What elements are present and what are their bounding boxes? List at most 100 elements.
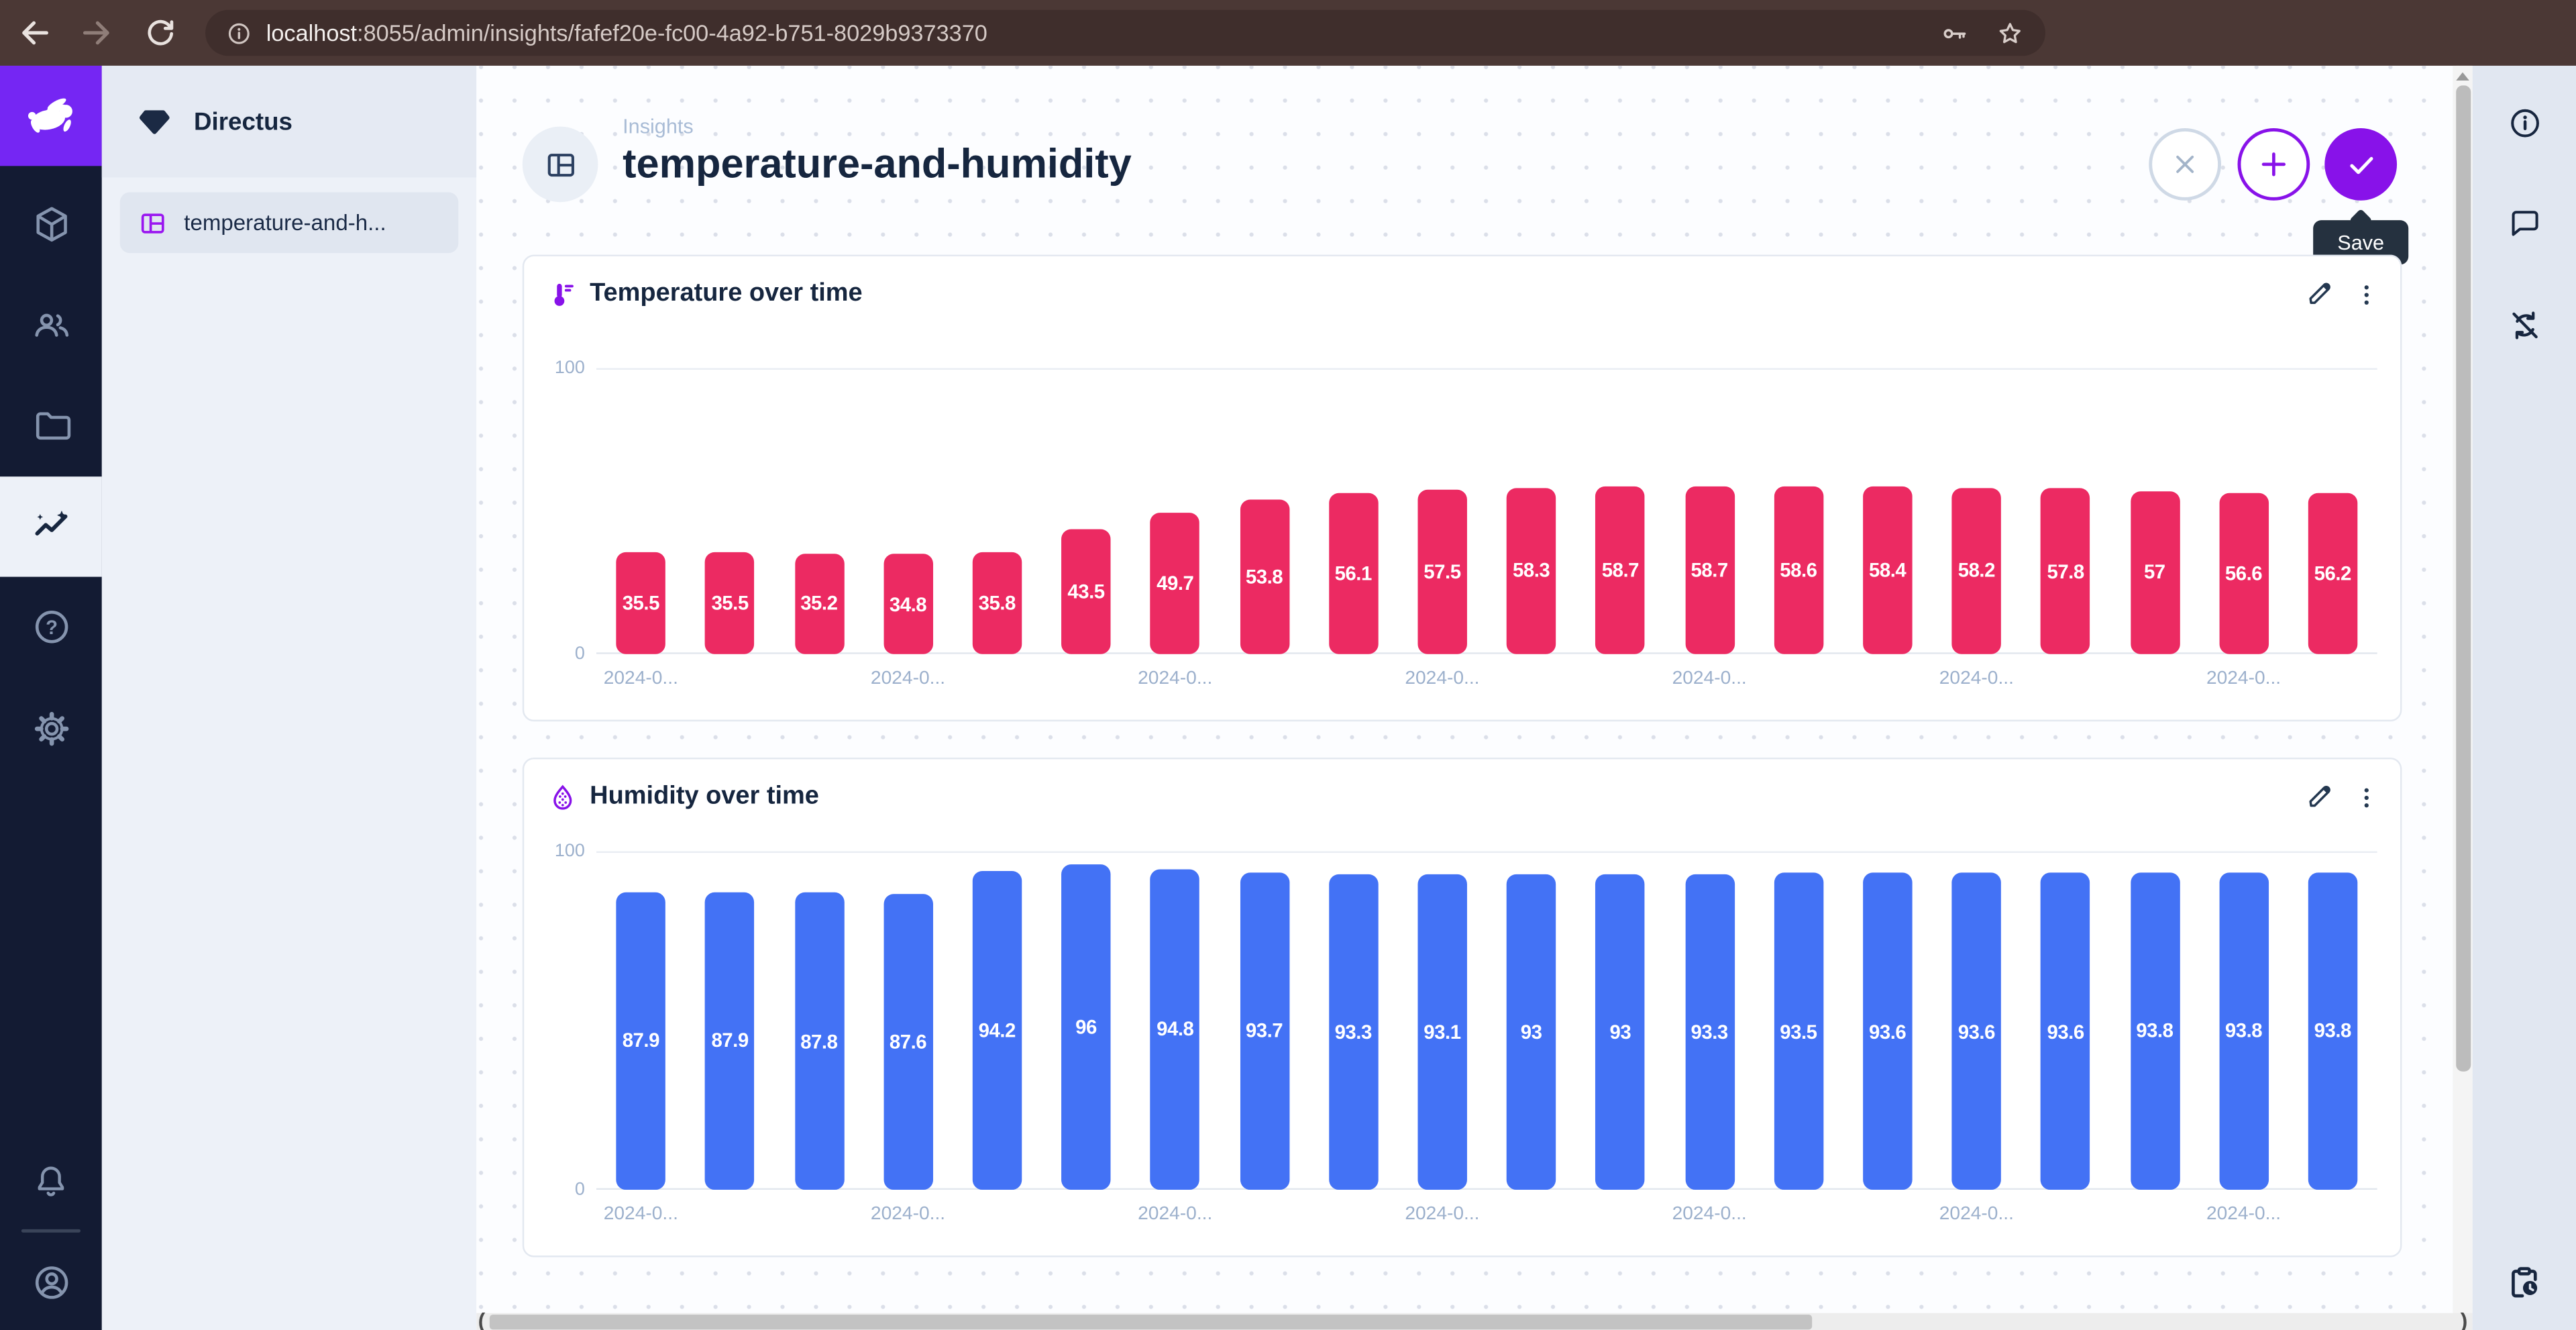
folder-icon: [35, 411, 70, 439]
vertical-scrollbar[interactable]: [2453, 65, 2473, 1330]
breadcrumb[interactable]: Insights: [623, 115, 694, 138]
password-key-icon[interactable]: [1939, 17, 1970, 49]
url-text: localhost:8055/admin/insights/fafef20e-f…: [266, 19, 987, 46]
auto-refresh-disabled-button[interactable]: [2473, 289, 2576, 362]
plus-icon: [2261, 152, 2286, 176]
y-axis-tick-max: 100: [554, 841, 585, 862]
add-panel-button[interactable]: [2237, 128, 2310, 201]
sidebar-item-help[interactable]: ?: [0, 576, 102, 676]
notifications-bell-icon: [38, 1166, 64, 1196]
svg-text:?: ?: [45, 616, 57, 638]
bar-value-label: 58.7: [1690, 558, 1729, 582]
reload-button[interactable]: [131, 5, 187, 60]
temperature-bar: 43.5: [1061, 529, 1111, 654]
sidebar-item-files[interactable]: [0, 376, 102, 476]
x-axis-line: [596, 1188, 2377, 1190]
humidity-bar: 94.2: [972, 870, 1022, 1190]
temperature-bar: 53.8: [1239, 500, 1289, 654]
comments-icon: [2511, 211, 2538, 236]
bar-value-label: 93.8: [2314, 1019, 2352, 1043]
humidity-bar: 93: [1506, 874, 1556, 1190]
bar-value-label: 87.9: [622, 1029, 660, 1053]
bar-value-label: 58.4: [1868, 559, 1907, 582]
humidity-bar: 93.7: [1239, 872, 1289, 1190]
horizontal-scrollbar[interactable]: ( ): [476, 1308, 2473, 1330]
scroll-up-arrow[interactable]: [2456, 72, 2469, 81]
bars-container: 35.5 35.5 35.2 34.8 35.8 43.5 49.7 53.8 56.1 57.5…: [596, 368, 2377, 654]
y-axis-tick-min: 0: [574, 1180, 585, 1200]
user-avatar-icon: [34, 1265, 68, 1298]
module-bar-divider: [21, 1229, 81, 1233]
activity-sidebar-button[interactable]: [2473, 1245, 2576, 1318]
bar-value-label: 35.8: [978, 591, 1016, 615]
temperature-bar: 58.3: [1506, 487, 1556, 654]
temperature-bar: 58.7: [1684, 486, 1734, 654]
sidebar-item-dashboard[interactable]: temperature-and-h...: [119, 192, 459, 254]
temperature-bar: 56.2: [2308, 493, 2358, 654]
horizontal-scrollbar-thumb[interactable]: [489, 1315, 1813, 1330]
y-axis-tick-min: 0: [574, 644, 585, 664]
bar-value-label: 58.3: [1513, 559, 1550, 582]
sidebar-item-settings[interactable]: [0, 678, 102, 778]
bars-container: 87.9 87.9 87.8 87.6 94.2 96 94.8 93.7 93.3 93.1 93…: [596, 852, 2377, 1190]
user-menu-button[interactable]: [0, 1232, 102, 1330]
panel-title: Humidity over time: [590, 782, 819, 811]
bar-value-label: 58.7: [1601, 558, 1640, 582]
sidebar-item-insights-active[interactable]: [0, 475, 102, 576]
panel-menu-button[interactable]: [2353, 280, 2381, 309]
bar-value-label: 57.5: [1424, 560, 1461, 584]
edit-panel-button[interactable]: [2305, 279, 2334, 309]
project-chooser[interactable]: Directus: [101, 65, 477, 178]
bar-value-label: 56.1: [1334, 562, 1373, 586]
x-axis-tick-label: 2024-0...: [1672, 1205, 1747, 1225]
bar-value-label: 94.8: [1157, 1017, 1194, 1041]
bar-value-label: 43.5: [1067, 580, 1105, 604]
cancel-button[interactable]: [2149, 128, 2222, 201]
close-icon: [2176, 155, 2194, 173]
bookmark-star-icon[interactable]: [1994, 17, 2026, 49]
vertical-scrollbar-thumb[interactable]: [2455, 85, 2471, 1072]
panel-temperature[interactable]: Temperature over time 100 0 35.5 35.5 35.2…: [522, 254, 2402, 722]
back-button[interactable]: [7, 5, 62, 60]
comments-sidebar-button[interactable]: [2473, 187, 2576, 260]
humidity-bar: 93.8: [2308, 872, 2358, 1190]
site-info-icon[interactable]: [225, 19, 254, 47]
humidity-bar: 93.5: [1774, 873, 1823, 1190]
panel-humidity[interactable]: Humidity over time 100 0 87.9 87.9 87.8 87.…: [522, 757, 2402, 1258]
dashboard-icon-button[interactable]: [522, 126, 598, 203]
bar-value-label: 34.8: [889, 593, 927, 616]
x-axis-tick-label: 2024-0...: [603, 668, 678, 689]
temperature-bar: 34.8: [883, 554, 933, 654]
temperature-bar: 57.8: [2041, 489, 2090, 654]
directus-logo-button[interactable]: [0, 65, 102, 166]
notifications-button[interactable]: [0, 1131, 102, 1231]
bar-value-label: 93.8: [2224, 1019, 2263, 1043]
sidebar-item-users[interactable]: [0, 274, 102, 374]
right-sidebar: [2472, 65, 2576, 1330]
address-bar[interactable]: localhost:8055/admin/insights/fafef20e-f…: [205, 9, 2045, 56]
panel-menu-button[interactable]: [2353, 783, 2381, 811]
save-button[interactable]: [2324, 128, 2398, 201]
scrollbar-right-cap[interactable]: ): [2460, 1308, 2468, 1330]
humidity-bar: 93.6: [2041, 872, 2090, 1190]
bar-value-label: 58.2: [1957, 559, 1996, 582]
temperature-bar: 49.7: [1150, 511, 1200, 654]
edit-panel-button[interactable]: [2305, 782, 2334, 812]
humidity-bar: 93: [1595, 874, 1646, 1190]
forward-button[interactable]: [69, 5, 125, 60]
bar-value-label: 56.2: [2314, 562, 2352, 586]
scrollbar-left-cap[interactable]: (: [478, 1308, 486, 1330]
humidity-bar: 93.8: [2130, 872, 2180, 1190]
bar-value-label: 93.8: [2136, 1019, 2174, 1043]
x-axis-tick-label: 2024-0...: [1939, 1205, 2014, 1225]
x-axis-tick-label: 2024-0...: [1405, 1205, 1480, 1225]
bar-value-label: 87.8: [800, 1029, 838, 1053]
sidebar-item-content[interactable]: [0, 173, 102, 273]
x-axis-line: [596, 652, 2377, 654]
humidity-bar: 87.8: [794, 892, 844, 1190]
check-icon: [2349, 156, 2373, 174]
bar-value-label: 93: [1609, 1021, 1631, 1044]
info-sidebar-button[interactable]: [2473, 87, 2576, 160]
humidity-bar: 87.6: [883, 893, 933, 1190]
dashboard-grid-icon: [141, 213, 164, 233]
